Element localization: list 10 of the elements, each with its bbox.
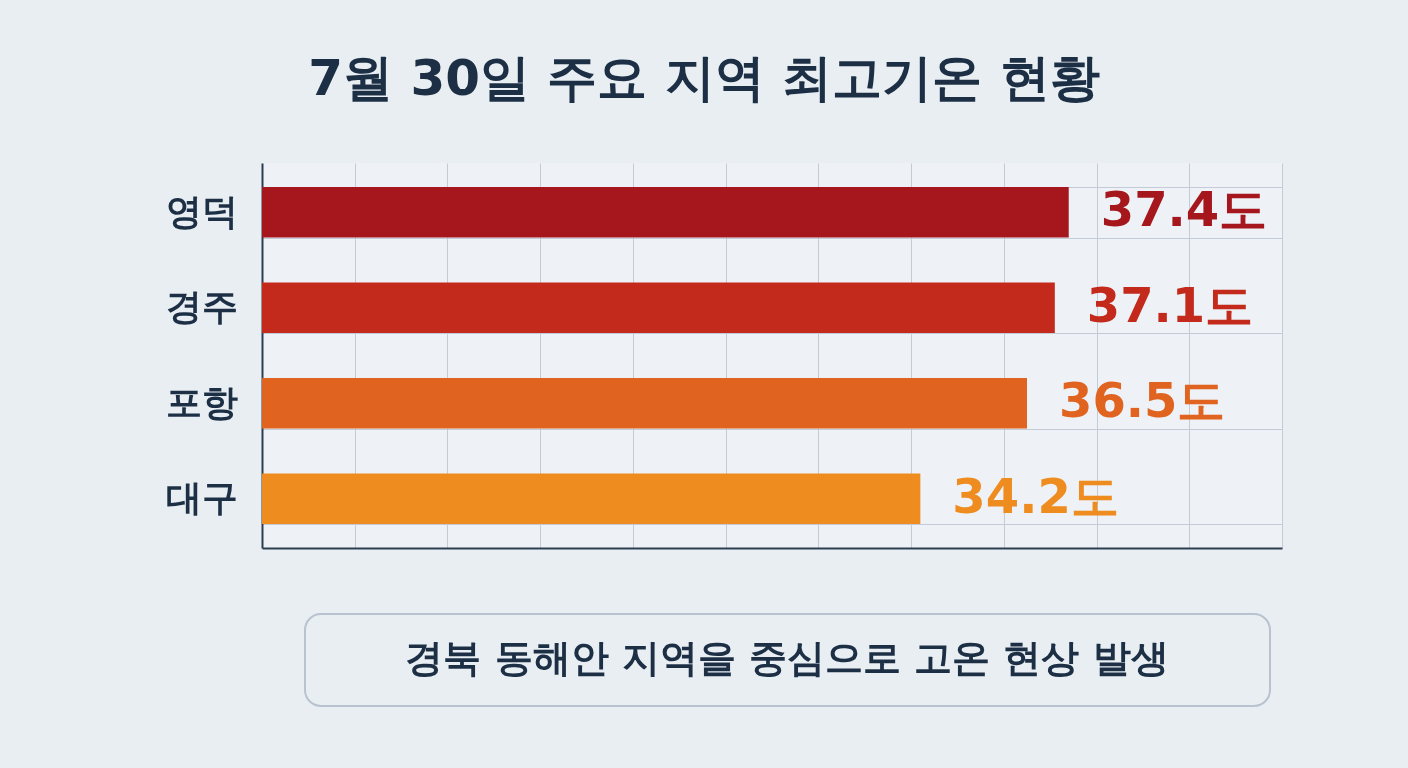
y-tick-label: 영덕 bbox=[165, 190, 238, 232]
data-label: 34.2도 bbox=[952, 467, 1119, 524]
data-label: 36.5도 bbox=[1059, 372, 1226, 429]
y-tick-label: 경주 bbox=[165, 286, 238, 328]
y-tick-label: 대구 bbox=[165, 477, 238, 519]
y-tick-label: 포항 bbox=[165, 381, 238, 423]
data-label: 37.1도 bbox=[1086, 276, 1254, 333]
text: 경북 동해안 지역을 중심으로 고온 현상 발생 bbox=[405, 636, 1169, 680]
chart-title: 7월 30일 주요 지역 최고기온 현황 bbox=[308, 49, 1100, 107]
data-label: 37.4도 bbox=[1100, 181, 1268, 238]
